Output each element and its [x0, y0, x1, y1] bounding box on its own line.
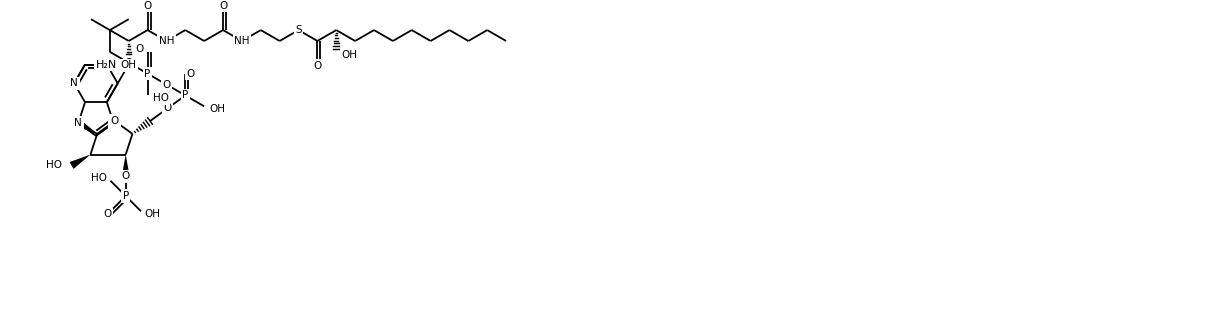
Text: H₂N: H₂N: [95, 59, 117, 69]
Text: O: O: [162, 80, 170, 90]
Text: HO: HO: [92, 173, 107, 183]
Text: O: O: [124, 58, 133, 68]
Text: O: O: [104, 209, 111, 219]
Text: O: O: [186, 69, 194, 79]
Text: S: S: [296, 25, 302, 35]
Text: O: O: [135, 44, 144, 54]
Text: O: O: [144, 1, 152, 11]
Text: P: P: [145, 69, 151, 79]
Text: O: O: [218, 1, 227, 11]
Text: P: P: [182, 90, 188, 101]
Text: HO: HO: [46, 160, 62, 170]
Text: HO: HO: [152, 93, 169, 103]
Text: NH: NH: [158, 36, 174, 46]
Text: O: O: [111, 116, 119, 126]
Text: O: O: [314, 60, 321, 70]
Text: OH: OH: [121, 60, 136, 70]
Text: N: N: [103, 59, 111, 69]
Text: OH: OH: [209, 104, 226, 114]
Text: OH: OH: [342, 49, 357, 59]
Text: N: N: [75, 118, 82, 128]
Text: OH: OH: [144, 209, 161, 219]
Text: N: N: [110, 118, 117, 128]
Polygon shape: [70, 155, 91, 169]
Text: O: O: [164, 103, 171, 113]
Text: O: O: [122, 171, 130, 181]
Polygon shape: [76, 120, 98, 134]
Text: N: N: [70, 78, 78, 88]
Text: NH: NH: [234, 36, 250, 46]
Polygon shape: [122, 155, 129, 176]
Text: P: P: [123, 191, 129, 201]
